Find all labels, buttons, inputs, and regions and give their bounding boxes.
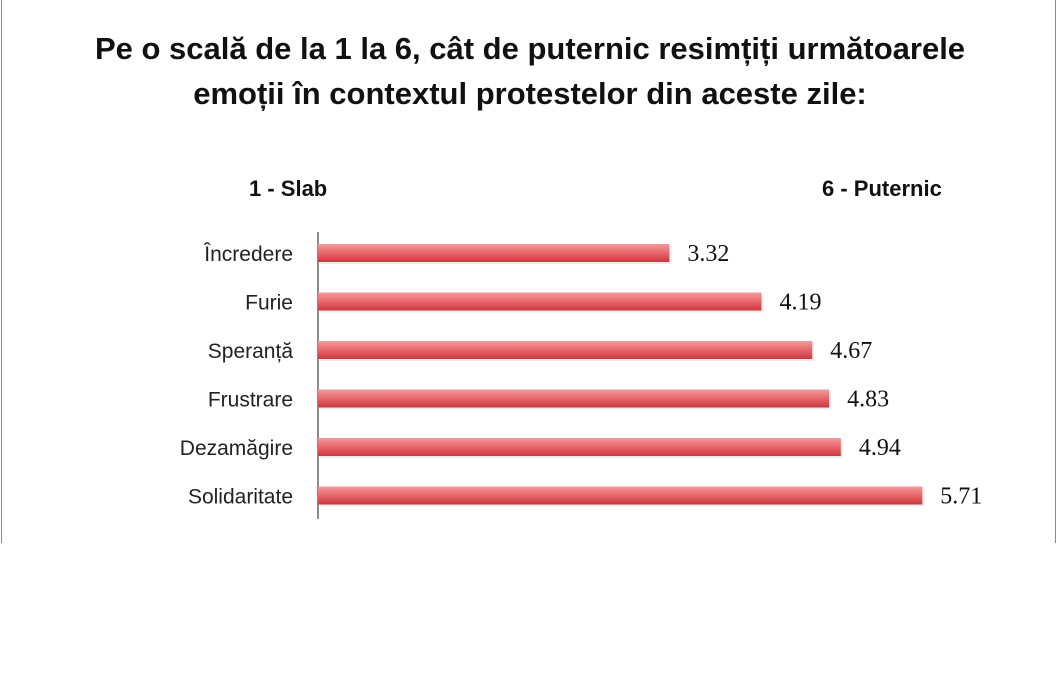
category-label: Solidaritate	[188, 486, 293, 509]
value-label: 5.71	[940, 484, 982, 510]
scale-high-label: 6 - Puternic	[822, 176, 942, 201]
bar-0	[318, 244, 670, 262]
category-label: Furie	[245, 292, 293, 315]
value-label: 4.94	[859, 435, 901, 461]
value-label: 3.32	[687, 241, 729, 267]
bar-4	[318, 438, 841, 456]
frame-left-border	[1, 0, 2, 543]
category-label: Frustrare	[208, 389, 293, 412]
category-label: Speranță	[208, 340, 294, 363]
category-label: Încredere	[203, 243, 293, 266]
bar-1	[318, 292, 762, 311]
bar-3	[318, 389, 830, 408]
bar-2	[318, 341, 813, 359]
value-label: 4.67	[830, 338, 872, 364]
value-label: 4.83	[847, 387, 889, 413]
frame-right-border	[1055, 0, 1056, 543]
value-label: 4.19	[779, 290, 821, 316]
bar-5	[318, 486, 923, 505]
scale-low-label: 1 - Slab	[249, 176, 328, 201]
category-label: Dezamăgire	[180, 437, 293, 460]
chart-title: Pe o scală de la 1 la 6, cât de puternic…	[94, 31, 966, 111]
